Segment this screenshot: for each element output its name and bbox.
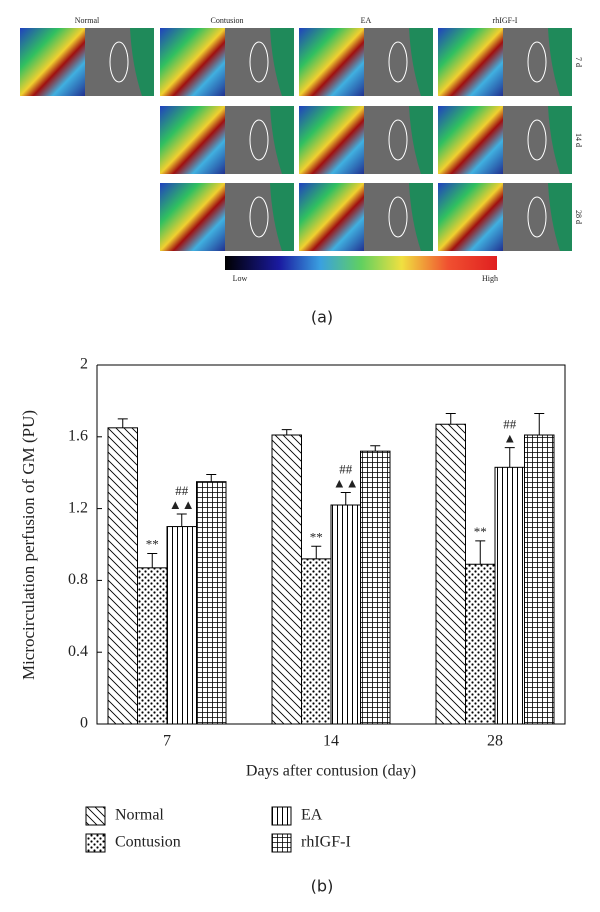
y-tick-label: 2 bbox=[80, 356, 88, 373]
background-region bbox=[409, 28, 433, 96]
error-bar bbox=[534, 412, 545, 436]
color-bar-low: Low bbox=[233, 274, 248, 283]
error-bar bbox=[340, 491, 351, 506]
image-panel: Normal Contusion EA rhIGF-I 7 d 14 d 28 d bbox=[20, 16, 583, 251]
row-label: 14 d bbox=[574, 133, 583, 147]
x-tick-label: 14 bbox=[323, 733, 339, 750]
y-tick-label: 0 bbox=[80, 715, 88, 732]
y-tick-label: 0.8 bbox=[68, 571, 88, 588]
error-bar bbox=[281, 429, 292, 436]
panel-caption: (b) bbox=[311, 877, 334, 896]
significance-label: ** bbox=[310, 529, 323, 544]
perfusion-image bbox=[299, 106, 364, 174]
color-bar-high: High bbox=[482, 274, 498, 283]
roi-outline bbox=[249, 41, 269, 83]
background-region bbox=[270, 106, 294, 174]
color-bar bbox=[225, 256, 497, 270]
column-label: Contusion bbox=[211, 16, 244, 25]
bar bbox=[330, 504, 361, 725]
bar bbox=[435, 423, 466, 725]
bar bbox=[301, 558, 332, 725]
significance-label: ▲▲ bbox=[333, 475, 359, 490]
column-label: EA bbox=[361, 16, 372, 25]
legend-label: Contusion bbox=[115, 834, 181, 851]
significance-label: ** bbox=[146, 536, 159, 551]
error-bar bbox=[176, 513, 187, 527]
perfusion-image bbox=[438, 106, 503, 174]
background-region bbox=[548, 183, 572, 251]
significance-label: ** bbox=[474, 524, 487, 539]
legend-label: Normal bbox=[115, 807, 164, 824]
legend-swatch bbox=[271, 833, 292, 853]
row-label: 7 d bbox=[574, 57, 583, 67]
x-axis-title: Days after contusion (day) bbox=[246, 763, 416, 780]
roi-outline bbox=[388, 41, 408, 83]
significance-label: ▲▲ bbox=[169, 497, 195, 512]
perfusion-image bbox=[299, 28, 364, 96]
error-bar bbox=[117, 418, 128, 428]
perfusion-image bbox=[160, 28, 225, 96]
bar bbox=[524, 434, 555, 725]
perfusion-image bbox=[160, 183, 225, 251]
error-bar bbox=[370, 445, 381, 452]
perfusion-image bbox=[438, 183, 503, 251]
roi-outline bbox=[249, 119, 269, 161]
background-region bbox=[548, 28, 572, 96]
legend-label: EA bbox=[301, 807, 323, 824]
error-bar bbox=[475, 540, 486, 565]
error-bar bbox=[311, 545, 322, 559]
roi-outline bbox=[388, 119, 408, 161]
bar bbox=[271, 434, 302, 725]
bar bbox=[494, 466, 525, 725]
legend-swatch bbox=[85, 806, 106, 826]
significance-label: ## bbox=[175, 483, 189, 498]
background-region bbox=[548, 106, 572, 174]
background-region bbox=[130, 28, 154, 96]
background-region bbox=[270, 183, 294, 251]
y-tick-label: 0.4 bbox=[68, 643, 88, 660]
y-axis-title: Microcirculation perfusion of GM (PU) bbox=[19, 410, 38, 680]
bar bbox=[465, 563, 496, 725]
background-region bbox=[270, 28, 294, 96]
bar bbox=[166, 526, 197, 725]
background-region bbox=[409, 183, 433, 251]
error-bar bbox=[206, 473, 217, 482]
legend-swatch bbox=[85, 833, 106, 853]
x-tick-label: 28 bbox=[487, 733, 503, 750]
roi-outline bbox=[527, 119, 547, 161]
y-tick-label: 1.2 bbox=[68, 499, 88, 516]
bar bbox=[196, 481, 227, 725]
bar bbox=[107, 427, 138, 725]
roi-outline bbox=[388, 196, 408, 238]
error-bar bbox=[504, 447, 515, 468]
significance-label: ## bbox=[339, 461, 353, 476]
roi-outline bbox=[249, 196, 269, 238]
column-label: Normal bbox=[75, 16, 100, 25]
x-tick-label: 7 bbox=[163, 733, 171, 750]
background-region bbox=[409, 106, 433, 174]
legend-swatch bbox=[271, 806, 292, 826]
error-bar bbox=[147, 552, 158, 568]
bar bbox=[360, 450, 391, 725]
significance-label: ▲ bbox=[503, 431, 516, 446]
column-label: rhIGF-I bbox=[493, 16, 518, 25]
roi-outline bbox=[527, 196, 547, 238]
y-tick-label: 1.6 bbox=[68, 427, 88, 444]
roi-outline bbox=[527, 41, 547, 83]
error-bar bbox=[445, 412, 456, 425]
perfusion-image bbox=[20, 28, 85, 96]
perfusion-image bbox=[160, 106, 225, 174]
axes bbox=[96, 364, 566, 725]
perfusion-image bbox=[438, 28, 503, 96]
roi-outline bbox=[109, 41, 129, 83]
legend-label: rhIGF-I bbox=[301, 834, 351, 851]
row-label: 28 d bbox=[574, 210, 583, 224]
panel-caption: (a) bbox=[311, 308, 333, 327]
bar bbox=[137, 567, 168, 725]
significance-label: ## bbox=[503, 417, 517, 432]
perfusion-image bbox=[299, 183, 364, 251]
